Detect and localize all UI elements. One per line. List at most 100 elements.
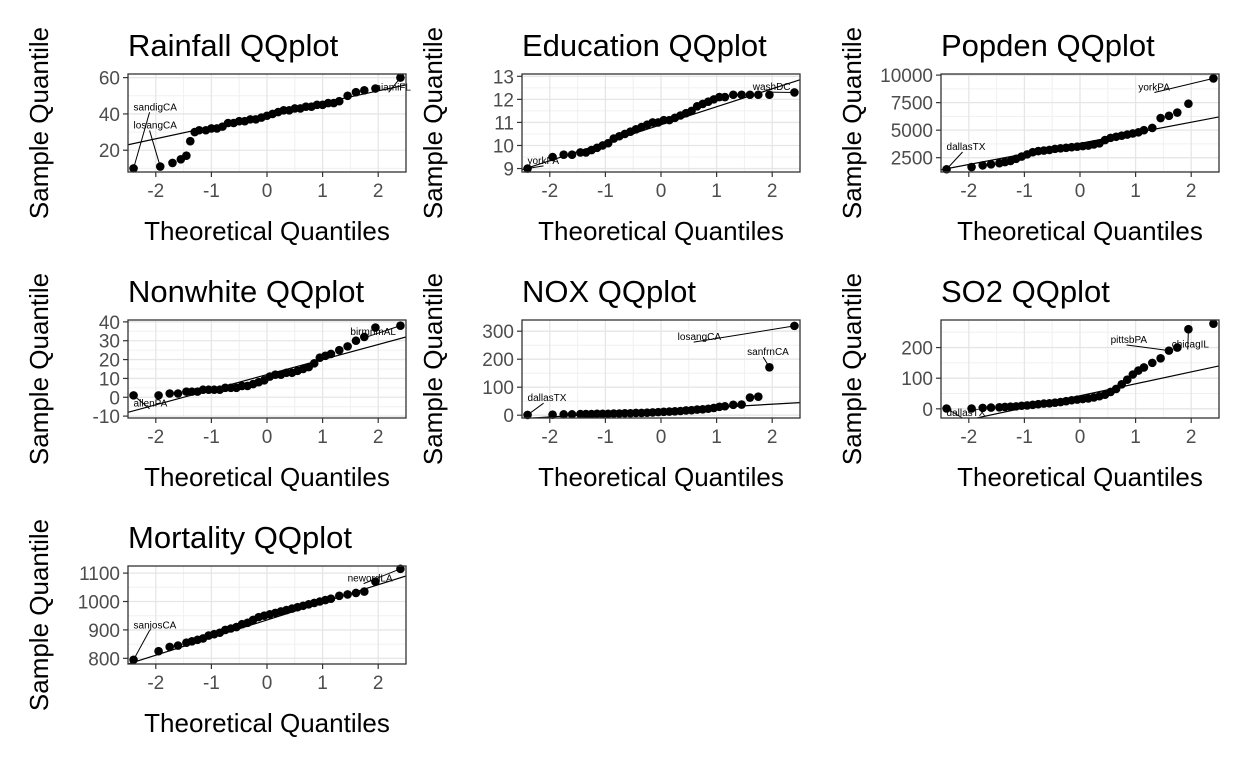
data-point [559, 150, 568, 160]
data-point [567, 410, 577, 419]
x-tick-label: 1 [317, 181, 328, 202]
data-point [343, 91, 352, 101]
label-leader-line [363, 568, 401, 585]
data-point [182, 151, 191, 160]
data-point [309, 359, 319, 368]
x-tick-label: 2 [373, 673, 384, 694]
x-axis-title: Theoretical Quantiles [957, 216, 1203, 246]
data-point [978, 403, 987, 413]
x-tick-label: -1 [597, 427, 614, 448]
x-tick-label: 0 [1075, 181, 1086, 202]
data-point [1209, 319, 1218, 328]
x-axis-title: Theoretical Quantiles [144, 462, 390, 492]
panel-title: NOX QQplot [522, 274, 696, 309]
data-point [165, 642, 174, 652]
y-axis-title: Sample Quantile [418, 27, 448, 219]
data-point [1139, 363, 1149, 372]
x-axis-title: Theoretical Quantiles [538, 462, 784, 492]
y-tick-label: 5000 [891, 121, 933, 142]
point-label: allenPA [134, 399, 168, 410]
x-tick-label: 2 [767, 181, 778, 202]
data-point [548, 410, 557, 419]
data-point [728, 90, 738, 100]
data-point [343, 590, 352, 599]
point-label: birmnmAL [350, 327, 396, 338]
y-tick-label: 10 [493, 136, 514, 157]
data-point [1156, 353, 1165, 363]
data-point [720, 92, 730, 102]
x-tick-label: 0 [656, 181, 667, 202]
data-point [334, 345, 344, 355]
data-point [1147, 358, 1157, 368]
label-leader-line [1154, 77, 1214, 94]
y-axis-title: Sample Quantile [24, 519, 54, 711]
x-axis-title: Theoretical Quantiles [144, 708, 390, 738]
data-point [343, 342, 352, 351]
point-label: yorkPA [528, 156, 560, 167]
x-tick-label: 1 [317, 427, 328, 448]
data-point [360, 332, 369, 342]
point-label: washDC [752, 82, 791, 93]
label-leader-line [762, 356, 770, 368]
data-point [745, 393, 755, 402]
y-tick-label: 20 [99, 141, 120, 162]
data-point [168, 158, 177, 168]
data-point [173, 641, 183, 650]
x-tick-label: 0 [262, 181, 273, 202]
x-tick-label: -1 [597, 181, 614, 202]
point-label: yorkPA [1138, 83, 1170, 94]
data-point [1147, 123, 1157, 133]
y-tick-label: 9 [503, 160, 514, 181]
data-point [978, 161, 987, 170]
panel-title: Education QQplot [522, 28, 767, 63]
label-leader-line [693, 325, 795, 343]
point-label: dallasTX [528, 393, 567, 404]
data-point [737, 400, 746, 409]
label-leader-line [946, 408, 963, 419]
label-leader-line [1126, 344, 1170, 352]
data-point [1122, 375, 1132, 385]
data-point [371, 84, 380, 93]
x-tick-label: 1 [317, 673, 328, 694]
data-point [986, 403, 996, 412]
point-label: sanfrnCA [747, 347, 789, 358]
label-leader-line [133, 112, 151, 169]
data-point [351, 588, 361, 598]
qq-panel: dallasTX pittsbPA chicagIL -2 -1 0 1 2 0 100 200 SO… [837, 273, 1220, 492]
data-point [334, 96, 344, 106]
y-tick-label: 2500 [891, 149, 933, 170]
x-tick-label: 2 [767, 427, 778, 448]
data-point [754, 90, 763, 100]
y-tick-label: -10 [93, 407, 120, 428]
data-point [548, 152, 557, 162]
y-tick-label: 13 [493, 67, 514, 88]
x-tick-label: 2 [373, 427, 384, 448]
data-point [1156, 113, 1165, 123]
data-point [326, 594, 336, 603]
data-point [194, 125, 204, 135]
x-tick-label: -1 [203, 181, 220, 202]
y-tick-label: 200 [901, 339, 933, 360]
x-tick-label: 0 [1075, 427, 1086, 448]
y-axis-title: Sample Quantile [418, 273, 448, 465]
y-tick-label: 20 [99, 351, 120, 372]
data-point [334, 591, 344, 601]
data-point [1184, 99, 1193, 109]
point-label: sanjosCA [134, 620, 177, 631]
y-tick-label: 900 [88, 621, 120, 642]
y-tick-label: 0 [922, 400, 933, 421]
data-point [567, 150, 577, 160]
qq-panel: dallasTX losangCA sanfrnCA -2 -1 0 1 2 0 100 200 30… [418, 273, 801, 492]
x-tick-label: -1 [1016, 181, 1033, 202]
data-point [371, 323, 380, 332]
panel-title: Mortality QQplot [128, 520, 352, 555]
y-axis-title: Sample Quantile [837, 273, 867, 465]
qq-panel: sandigCA losangCA miamiFL -2 -1 0 1 2 20 40 60 Rain… [24, 27, 411, 246]
data-point [360, 86, 369, 95]
x-tick-label: 0 [262, 673, 273, 694]
point-label: newordLA [348, 574, 393, 585]
data-point [1173, 343, 1182, 352]
data-point [1173, 108, 1182, 117]
